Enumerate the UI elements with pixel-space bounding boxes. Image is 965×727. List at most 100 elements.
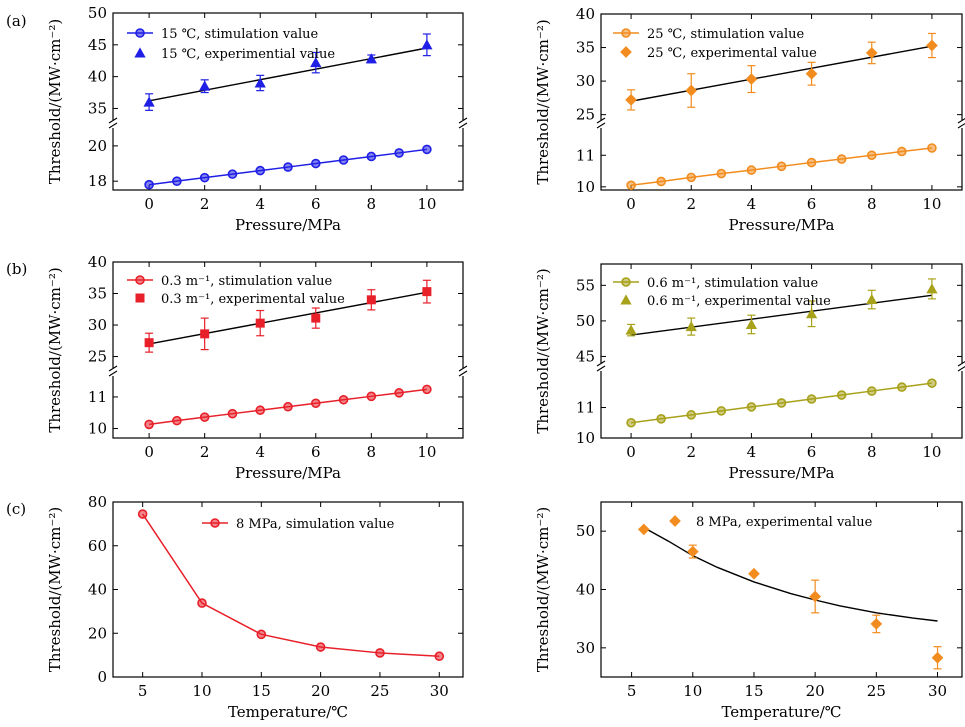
data-point [257,630,265,638]
chart-b-right: 0 2 4 6 8 10 45 50 55 10 11 Pressure/MPa Threshold/(… [534,264,965,482]
legend-label: 8 MPa, experimental value [696,515,873,530]
x-tick-label: 4 [255,443,265,461]
y-axis-label: Threshold/(MW·cm⁻²) [534,268,552,433]
data-point [198,599,206,607]
legend-marker [620,294,631,304]
charts-group: 0 2 4 6 8 10354045501820Pressure/MPaThreshold… [46,4,965,721]
x-tick-label: 8 [367,443,377,461]
legend-label: 0.3 m⁻¹, experimental value [161,292,345,307]
x-tick-label: 4 [255,195,265,213]
y-tick-label: 25 [576,106,595,124]
data-point [143,96,154,106]
legend-marker [669,515,681,527]
legend-marker [622,278,630,286]
y-tick-label: 40 [88,253,107,271]
data-point [256,406,264,414]
data-point [145,338,154,347]
y-tick-label: 25 [88,348,107,366]
legend-label: 0.6 m⁻¹, experimental value [647,294,831,309]
data-point [367,152,375,160]
x-tick-label: 4 [747,195,757,213]
data-point [340,156,348,164]
x-tick-label: 25 [867,682,886,700]
x-tick-label: 0 [144,443,154,461]
x-tick-label: 10 [922,443,941,461]
x-tick-label: 25 [370,682,389,700]
data-point [340,396,348,404]
x-tick-label: 2 [686,195,696,213]
data-point [199,81,210,91]
data-point [139,510,147,518]
y-tick-label: 50 [88,4,107,22]
data-point [638,524,650,536]
data-point [778,399,786,407]
data-point [422,287,431,296]
x-tick-label: 8 [867,195,877,213]
x-axis-label: Temperature/℃ [721,703,841,721]
data-point [173,417,181,425]
data-point [376,649,384,657]
data-point [808,159,816,167]
legend-label: 25 ℃, stimulation value [647,27,804,42]
legend-label: 25 ℃, experimental value [647,46,817,61]
y-tick-label: 35 [88,285,107,303]
y-tick-label: 50 [576,312,595,330]
x-tick-label: 6 [311,195,321,213]
y-tick-label: 45 [88,36,107,54]
data-point [173,177,181,185]
x-tick-label: 6 [807,195,817,213]
data-point [747,166,755,174]
data-point [898,147,906,155]
x-axis-label: Temperature/℃ [228,703,348,721]
y-axis-label: Threshold/(MW·cm⁻²) [534,19,552,184]
x-tick-label: 6 [311,443,321,461]
data-point [284,403,292,411]
y-tick-label: 35 [576,39,595,57]
x-tick-label: 30 [430,682,449,700]
x-axis-label: Pressure/MPa [728,464,834,482]
data-point [145,420,153,428]
x-tick-label: 20 [311,682,330,700]
data-point [395,389,403,397]
data-point [423,385,431,393]
legend-marker [134,47,145,57]
data-point [228,410,236,418]
data-point [717,170,725,178]
data-point [928,379,936,387]
data-point [717,407,725,415]
data-point [685,85,697,97]
fit-curve [644,528,938,621]
data-point [201,174,209,182]
legend-marker [622,29,630,37]
y-tick-label: 45 [576,347,595,365]
y-tick-label: 11 [88,388,107,406]
data-point [312,160,320,168]
legend-label: 0.3 m⁻¹, stimulation value [161,274,332,289]
data-point [746,73,758,85]
y-axis-label: Threshold/(MW·cm⁻²) [46,507,64,672]
x-tick-label: 6 [807,443,817,461]
legend-label: 15 ℃, stimulation value [161,27,318,42]
x-tick-label: 5 [627,682,637,700]
data-point [747,403,755,411]
x-tick-label: 2 [200,443,210,461]
legend-marker [136,29,144,37]
x-axis-label: Pressure/MPa [235,464,341,482]
panel-label-a: (a) [6,12,27,30]
chart-c-left: 5 10 15 20 25 30 0 20 40 60 80 Temperature/℃ Thresho… [46,493,463,721]
y-tick-label: 40 [576,5,595,23]
data-point [423,145,431,153]
y-tick-label: 18 [88,172,107,190]
data-point [687,411,695,419]
data-point [870,618,882,630]
y-axis-label: Threshold/(MW·cm⁻²) [534,507,552,672]
data-point [201,413,209,421]
panel-label-b: (b) [6,260,27,278]
data-point [312,399,320,407]
data-point [926,40,938,52]
x-tick-label: 5 [138,682,148,700]
data-point [868,151,876,159]
x-tick-label: 0 [626,443,636,461]
chart-a-right: 0 2 4 6 8 10 25 30 35 40 10 11 Pressure/MPa Threshold… [534,5,965,234]
data-point [311,314,320,323]
